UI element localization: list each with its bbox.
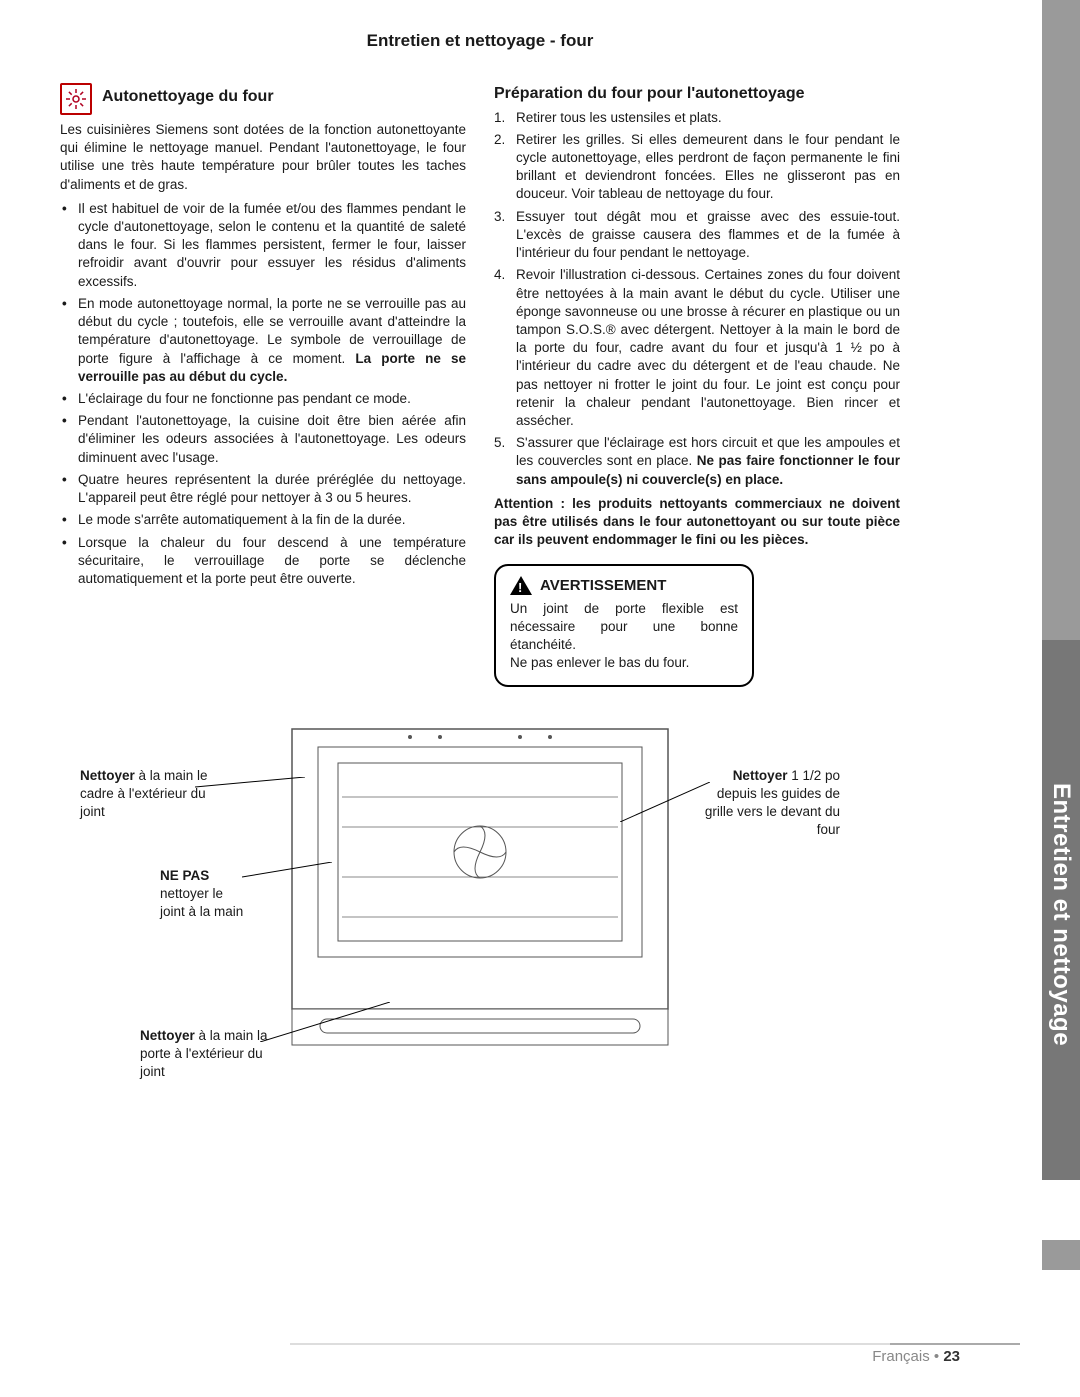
list-item: Retirer tous les ustensiles et plats.	[516, 109, 900, 127]
attention-text: Attention : les produits nettoyants comm…	[494, 495, 900, 550]
bullet: Il est habituel de voir de la fumée et/o…	[78, 200, 466, 291]
callout-line	[620, 782, 710, 822]
left-heading: Autonettoyage du four	[102, 86, 274, 108]
footer-rule-accent	[890, 1343, 1020, 1345]
bullet: Quatre heures représentent la durée prér…	[78, 471, 466, 507]
list-item: Retirer les grilles. Si elles demeurent …	[516, 131, 900, 204]
callout-line	[242, 862, 332, 882]
page-title: Entretien et nettoyage - four	[60, 30, 900, 53]
bullet: En mode autonettoyage normal, la porte n…	[78, 295, 466, 386]
bullet: Le mode s'arrête automatiquement à la fi…	[78, 511, 466, 529]
callout-nepas: NE PAS nettoyer le joint à la main	[160, 867, 250, 922]
side-bar-bottom	[1042, 1240, 1080, 1270]
list-item: Revoir l'illustration ci-dessous. Certai…	[516, 266, 900, 430]
oven-diagram: Nettoyer à la main le cadre à l'extérieu…	[60, 727, 900, 1147]
warning-title: AVERTISSEMENT	[540, 576, 666, 596]
side-tab: Entretien et nettoyage	[1042, 640, 1080, 1180]
right-column: Préparation du four pour l'autonettoyage…	[494, 83, 900, 687]
warning-icon	[510, 576, 532, 595]
footer-rule	[290, 1343, 890, 1345]
side-gap	[1042, 1180, 1080, 1240]
right-heading: Préparation du four pour l'autonettoyage	[494, 83, 900, 105]
bullet: L'éclairage du four ne fonctionne pas pe…	[78, 390, 466, 408]
side-bar-top	[1042, 0, 1080, 640]
warning-text: Ne pas enlever le bas du four.	[510, 654, 738, 672]
callout-clean-guides: Nettoyer 1 1/2 po depuis les guides de g…	[700, 767, 840, 840]
list-item: S'assurer que l'éclairage est hors circu…	[516, 434, 900, 489]
bullet: Pendant l'autonettoyage, la cuisine doit…	[78, 412, 466, 467]
warning-text: Un joint de porte flexible est nécessair…	[510, 600, 738, 655]
left-column: Autonettoyage du four Les cuisinières Si…	[60, 83, 466, 687]
callout-line	[195, 777, 305, 797]
callout-line	[260, 1002, 390, 1042]
list-item: Essuyer tout dégât mou et graisse avec d…	[516, 208, 900, 263]
left-intro: Les cuisinières Siemens sont dotées de l…	[60, 121, 466, 194]
warning-box: AVERTISSEMENT Un joint de porte flexible…	[494, 564, 754, 687]
page-footer: Français • 23	[872, 1347, 960, 1367]
callout-clean-door: Nettoyer à la main la porte à l'extérieu…	[140, 1027, 280, 1082]
selfclean-icon	[60, 83, 92, 115]
bullet: Lorsque la chaleur du four descend à une…	[78, 534, 466, 589]
